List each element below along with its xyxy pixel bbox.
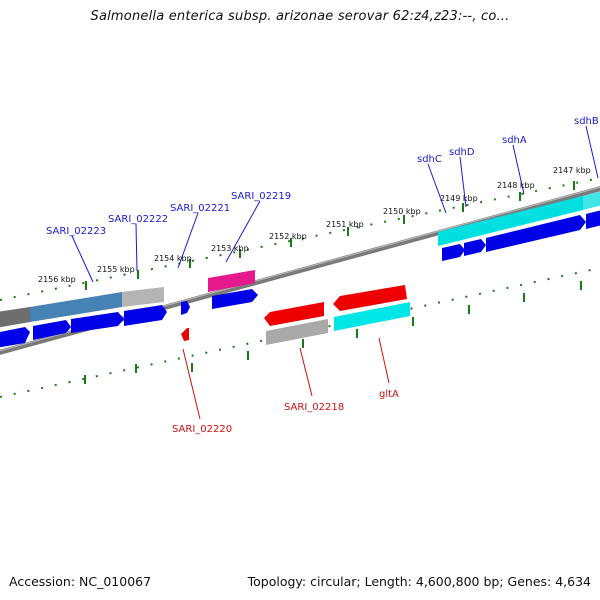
- gene-label-SARI_02220: SARI_02220: [172, 424, 232, 435]
- cds-arrow: [333, 285, 407, 311]
- tick-label: 2152 kbp: [269, 232, 307, 241]
- cds-arrow: [33, 320, 71, 340]
- gene-label-SARI_02219: SARI_02219: [231, 191, 291, 202]
- tick-label: 2147 kbp: [553, 166, 591, 175]
- gray-reverse-band: [266, 319, 328, 345]
- major-ticks: [85, 181, 575, 290]
- cyan-band: [438, 196, 583, 246]
- genome-title: Salmonella enterica subsp. arizonae sero…: [90, 9, 510, 24]
- tick-label: 2150 kbp: [383, 207, 421, 216]
- cds-arrow: [586, 210, 600, 229]
- cds-arrow: [486, 215, 586, 252]
- tick-label: 2151 kbp: [326, 220, 364, 229]
- cds-arrow: [0, 327, 30, 348]
- cds-arrow: [464, 239, 486, 256]
- cds-arrow: [124, 305, 167, 326]
- gene-label-SARI_02218: SARI_02218: [284, 402, 344, 413]
- gene-label-sdhB: sdhB: [574, 116, 599, 127]
- cds-arrow: [264, 302, 324, 326]
- gene-label-sdhA: sdhA: [502, 135, 527, 146]
- magenta-band: [208, 270, 255, 292]
- reverse-cds[interactable]: [181, 285, 410, 345]
- forward-feature-bands: [0, 191, 600, 328]
- tick-label: 2155 kbp: [97, 265, 135, 274]
- cds-arrow: [212, 289, 258, 309]
- forward-cds[interactable]: [0, 208, 600, 349]
- gene-label-SARI_02222: SARI_02222: [108, 214, 168, 225]
- cds-arrow: [181, 328, 189, 341]
- gene-label-gltA: gltA: [379, 389, 399, 400]
- tick-label: 2153 kbp: [211, 244, 249, 253]
- topology-text: Topology: circular; Length: 4,600,800 bp…: [247, 574, 591, 589]
- cds-arrow: [71, 312, 124, 333]
- tick-labels: 2156 kbp 2155 kbp 2154 kbp 2153 kbp 2152…: [38, 166, 591, 284]
- cds-arrow: [442, 244, 465, 261]
- gene-label-sdhD: sdhD: [449, 147, 475, 158]
- steel-band: [30, 292, 122, 322]
- gene-label-SARI_02223: SARI_02223: [46, 226, 106, 237]
- lower-major-ticks: [84, 281, 582, 384]
- gray-band: [0, 307, 30, 328]
- cyan-band-2: [583, 191, 600, 210]
- cyan-reverse-band: [334, 302, 410, 331]
- tick-label: 2148 kbp: [497, 181, 535, 190]
- gene-labels: SARI_02223 SARI_02222 SARI_02221 SARI_02…: [46, 116, 599, 435]
- leader-lines: [71, 125, 599, 420]
- tick-label: 2154 kbp: [154, 254, 192, 263]
- light-gray-band: [122, 287, 164, 307]
- gene-label-SARI_02221: SARI_02221: [170, 203, 230, 214]
- tick-label: 2156 kbp: [38, 275, 76, 284]
- cds-arrow: [181, 301, 190, 315]
- tick-label: 2149 kbp: [440, 194, 478, 203]
- gene-label-sdhC: sdhC: [417, 154, 442, 165]
- accession-text: Accession: NC_010067: [9, 574, 152, 589]
